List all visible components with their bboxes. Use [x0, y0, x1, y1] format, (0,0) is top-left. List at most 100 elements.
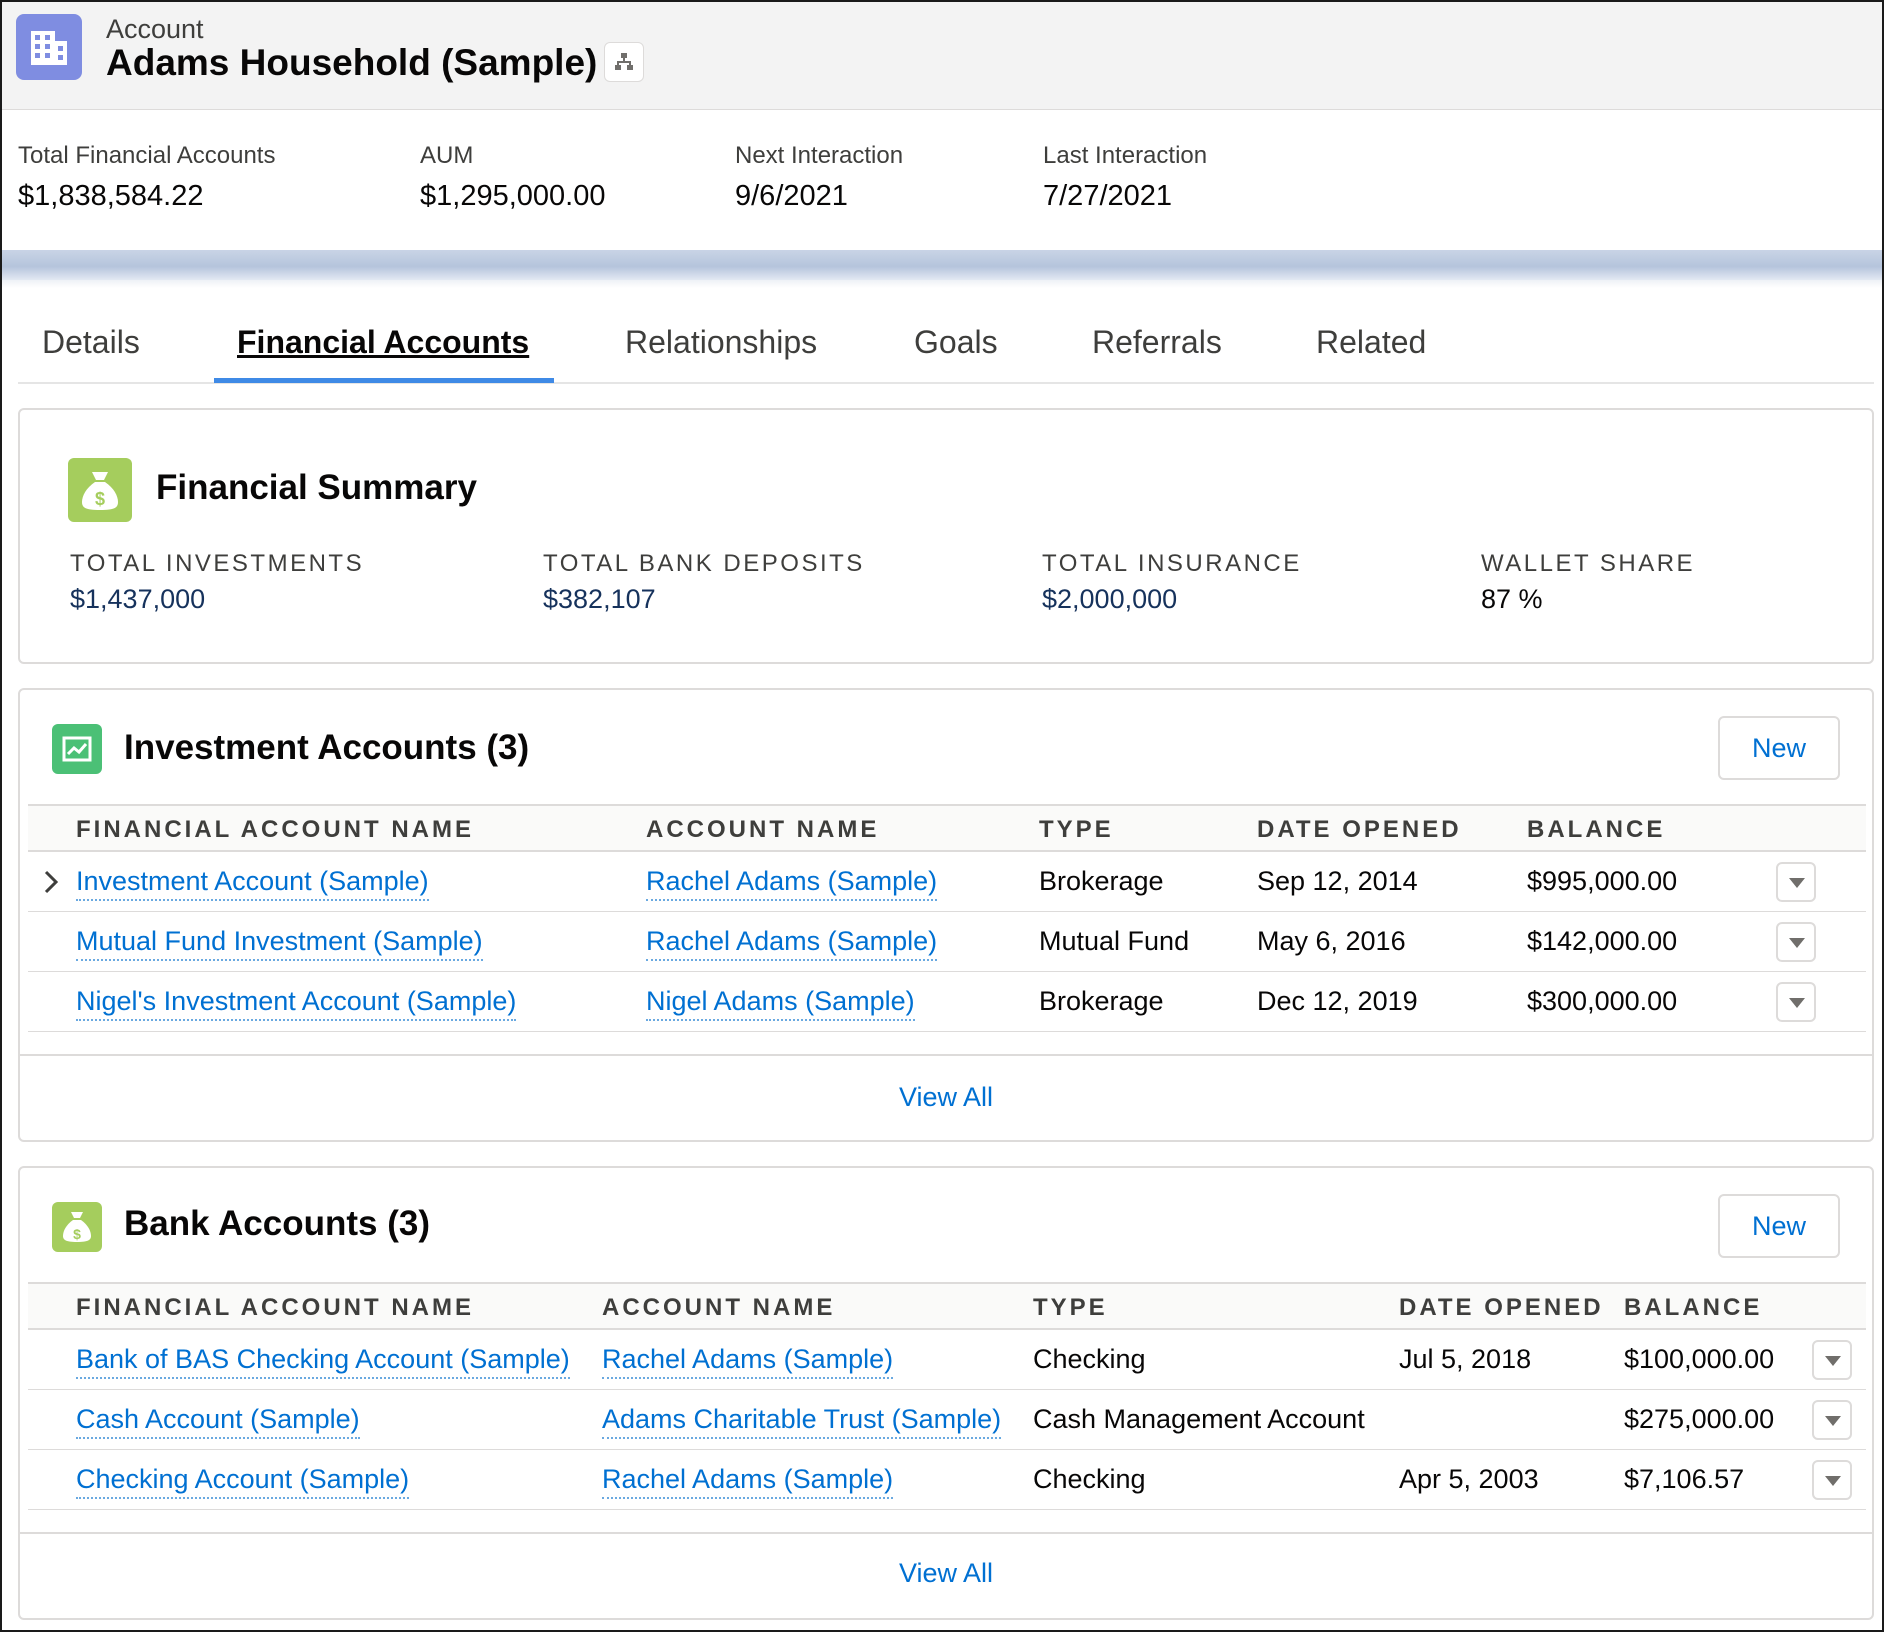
- account-name-link[interactable]: Rachel Adams (Sample): [646, 926, 938, 961]
- table-row: Mutual Fund Investment (Sample) Rachel A…: [28, 912, 1866, 972]
- new-investment-account-button[interactable]: New: [1718, 716, 1840, 780]
- tab-details[interactable]: Details: [42, 324, 140, 360]
- column-header-financial-account-name[interactable]: FINANCIAL ACCOUNT NAME: [76, 816, 474, 843]
- row-actions-button[interactable]: [1776, 862, 1816, 902]
- bank-accounts-card: $ Bank Accounts (3) New FINANCIAL ACCOUN…: [18, 1166, 1874, 1620]
- financial-account-link[interactable]: Bank of BAS Checking Account (Sample): [76, 1344, 570, 1379]
- view-all-investments-link[interactable]: View All: [898, 1082, 994, 1112]
- highlight-label: Total Financial Accounts: [18, 142, 276, 169]
- row-actions-button[interactable]: [1812, 1400, 1852, 1440]
- record-header: Account Adams Household (Sample): [2, 2, 1882, 110]
- record-type-label: Account: [106, 14, 204, 44]
- account-name-link[interactable]: Rachel Adams (Sample): [602, 1344, 894, 1379]
- date-opened-cell: Sep 12, 2014: [1257, 866, 1418, 896]
- metric-label-total-investments: TOTAL INVESTMENTS: [70, 550, 365, 577]
- chevron-down-icon: [1789, 998, 1805, 1008]
- balance-cell: $275,000.00: [1624, 1404, 1775, 1434]
- row-actions-button[interactable]: [1776, 922, 1816, 962]
- highlight-value: 9/6/2021: [735, 180, 848, 212]
- financial-account-link[interactable]: Mutual Fund Investment (Sample): [76, 926, 483, 961]
- column-header-financial-account-name[interactable]: FINANCIAL ACCOUNT NAME: [76, 1294, 474, 1321]
- card-footer-divider: [20, 1054, 1872, 1056]
- column-header-date-opened[interactable]: DATE OPENED: [1257, 816, 1462, 843]
- chevron-down-icon: [1789, 878, 1805, 888]
- date-opened-cell: May 6, 2016: [1257, 926, 1406, 956]
- highlight-next-interaction: Next Interaction 9/6/2021: [735, 142, 903, 213]
- type-cell: Brokerage: [1039, 866, 1164, 896]
- chevron-down-icon: [1825, 1476, 1841, 1486]
- record-title: Adams Household (Sample): [106, 42, 598, 83]
- decorative-band: [2, 250, 1882, 280]
- highlights-panel: Total Financial Accounts $1,838,584.22 A…: [2, 110, 1882, 250]
- type-cell: Checking: [1033, 1464, 1146, 1494]
- row-actions-button[interactable]: [1776, 982, 1816, 1022]
- highlight-total-financial-accounts: Total Financial Accounts $1,838,584.22: [18, 142, 275, 213]
- tab-related[interactable]: Related: [1316, 324, 1427, 360]
- financial-summary-title: Financial Summary: [156, 468, 477, 507]
- date-opened-cell: Jul 5, 2018: [1399, 1344, 1532, 1374]
- column-header-balance[interactable]: BALANCE: [1624, 1294, 1763, 1321]
- bank-table-header: FINANCIAL ACCOUNT NAME ACCOUNT NAME TYPE…: [28, 1282, 1866, 1330]
- metric-label-total-bank-deposits: TOTAL BANK DEPOSITS: [543, 550, 865, 577]
- svg-text:$: $: [95, 489, 105, 509]
- type-cell: Checking: [1033, 1344, 1146, 1374]
- date-opened-cell: Apr 5, 2003: [1399, 1464, 1539, 1494]
- account-name-link[interactable]: Rachel Adams (Sample): [646, 866, 938, 901]
- column-header-date-opened[interactable]: DATE OPENED: [1399, 1294, 1604, 1321]
- financial-account-link[interactable]: Cash Account (Sample): [76, 1404, 360, 1439]
- investment-accounts-title: Investment Accounts (3): [124, 728, 530, 767]
- highlight-label: AUM: [420, 142, 474, 169]
- highlight-value: $1,838,584.22: [18, 180, 204, 212]
- financial-account-link[interactable]: Checking Account (Sample): [76, 1464, 410, 1499]
- balance-cell: $995,000.00: [1527, 866, 1678, 896]
- highlight-aum: AUM $1,295,000.00: [420, 142, 605, 213]
- chevron-down-icon: [1825, 1356, 1841, 1366]
- chevron-right-icon[interactable]: [40, 868, 64, 896]
- financial-account-link[interactable]: Investment Account (Sample): [76, 866, 429, 901]
- financial-summary-card: $ Financial Summary TOTAL INVESTMENTS $1…: [18, 408, 1874, 664]
- metric-label-wallet-share: WALLET SHARE: [1481, 550, 1696, 577]
- type-cell: Cash Management Account: [1033, 1404, 1365, 1434]
- svg-text:$: $: [73, 1226, 81, 1242]
- money-bag-icon: $: [68, 458, 132, 522]
- highlight-label: Last Interaction: [1043, 142, 1208, 169]
- tab-financial-accounts[interactable]: Financial Accounts: [237, 324, 530, 360]
- column-header-balance[interactable]: BALANCE: [1527, 816, 1666, 843]
- highlight-label: Next Interaction: [735, 142, 904, 169]
- type-cell: Brokerage: [1039, 986, 1164, 1016]
- table-row: Nigel's Investment Account (Sample) Nige…: [28, 972, 1866, 1032]
- table-row: Checking Account (Sample) Rachel Adams (…: [28, 1450, 1866, 1510]
- account-name-link[interactable]: Rachel Adams (Sample): [602, 1464, 894, 1499]
- building-icon: [16, 14, 82, 80]
- view-hierarchy-button[interactable]: [604, 42, 644, 82]
- column-header-account-name[interactable]: ACCOUNT NAME: [602, 1294, 836, 1321]
- band-shadow: [2, 280, 1882, 288]
- account-name-link[interactable]: Adams Charitable Trust (Sample): [602, 1404, 1002, 1439]
- balance-cell: $7,106.57: [1624, 1464, 1745, 1494]
- balance-cell: $100,000.00: [1624, 1344, 1775, 1374]
- tab-goals[interactable]: Goals: [914, 324, 998, 360]
- card-footer-divider: [20, 1532, 1872, 1534]
- account-name-link[interactable]: Nigel Adams (Sample): [646, 986, 915, 1021]
- tab-relationships[interactable]: Relationships: [625, 324, 818, 360]
- view-all-bank-accounts-link[interactable]: View All: [898, 1558, 994, 1588]
- table-row: Bank of BAS Checking Account (Sample) Ra…: [28, 1330, 1866, 1390]
- investment-table-header: FINANCIAL ACCOUNT NAME ACCOUNT NAME TYPE…: [28, 804, 1866, 852]
- highlight-last-interaction: Last Interaction 7/27/2021: [1043, 142, 1207, 213]
- column-header-account-name[interactable]: ACCOUNT NAME: [646, 816, 880, 843]
- tab-referrals[interactable]: Referrals: [1092, 324, 1222, 360]
- metric-value-total-bank-deposits: $382,107: [543, 584, 656, 614]
- trend-chart-icon: [52, 724, 102, 774]
- highlight-value: $1,295,000.00: [420, 180, 606, 212]
- row-actions-button[interactable]: [1812, 1340, 1852, 1380]
- column-header-type[interactable]: TYPE: [1039, 816, 1114, 843]
- column-header-type[interactable]: TYPE: [1033, 1294, 1108, 1321]
- balance-cell: $142,000.00: [1527, 926, 1678, 956]
- bank-accounts-title: Bank Accounts (3): [124, 1204, 430, 1243]
- metric-value-total-insurance: $2,000,000: [1042, 584, 1178, 614]
- metric-value-total-investments: $1,437,000: [70, 584, 206, 614]
- financial-account-link[interactable]: Nigel's Investment Account (Sample): [76, 986, 517, 1021]
- new-bank-account-button[interactable]: New: [1718, 1194, 1840, 1258]
- row-actions-button[interactable]: [1812, 1460, 1852, 1500]
